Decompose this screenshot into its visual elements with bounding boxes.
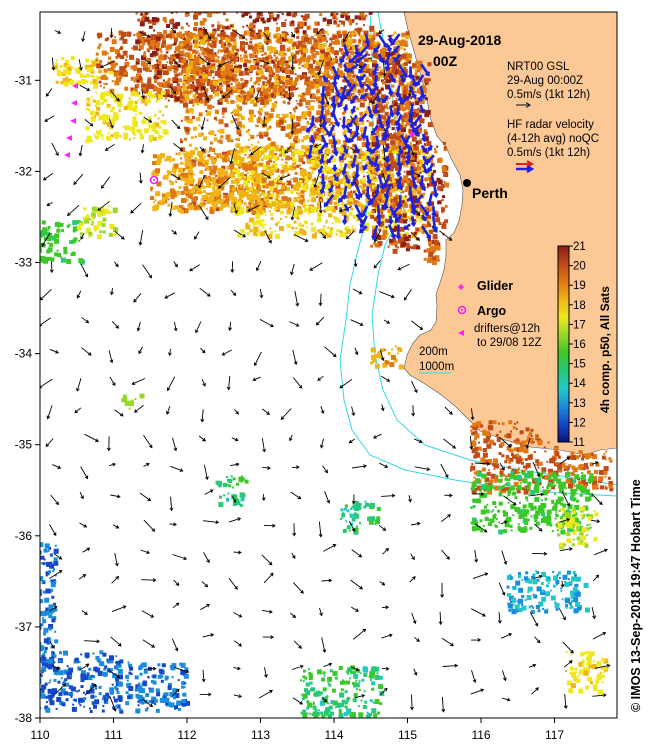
x-tick-label: 117 [545,728,564,742]
drifter-legend-line2: to 29/08 12Z [477,337,542,349]
y-tick-label: -32 [15,164,33,178]
y-tick-label: -33 [15,256,33,270]
y-tick-label: -34 [15,347,33,361]
isobath-1000-label: 1000m [419,361,454,373]
x-tick-label: 113 [251,728,270,742]
colorbar-tick-label: 17 [573,319,586,331]
argo-legend-label: Argo [477,304,507,318]
x-tick-label: 111 [104,728,123,742]
y-tick-label: -38 [15,711,33,725]
y-tick-label: -35 [15,438,33,452]
colorbar-tick-label: 19 [573,280,586,292]
x-tick-label: 115 [398,728,417,742]
glider-marker [409,131,415,137]
colorbar-tick-label: 11 [573,437,585,449]
gsl-current-arrows [40,26,611,713]
radar-legend-line3: 0.5m/s (1kt 12h) [507,147,590,159]
colorbar-tick-label: 16 [573,339,586,351]
drifter-legend-line1: drifters@12h [474,323,540,335]
glider-legend-label: Glider [477,279,513,293]
map-legend: NRT00 GSL 29-Aug 00:00Z 0.5m/s (1kt 12h)… [419,61,599,374]
colorbar-tick-label: 15 [573,359,586,371]
colorbar-tick-label: 21 [573,241,586,253]
colorbar-tick-label: 12 [573,417,586,429]
argo-legend-icon [457,305,467,315]
isobath-200-label: 200m [419,346,448,358]
radar-legend-arrow-blue [516,164,535,174]
radar-legend-line1: HF radar velocity [507,119,594,131]
y-tick-label: -37 [15,620,33,634]
gsl-legend-line3: 0.5m/s (1kt 12h) [507,89,590,101]
plot-frame [39,11,618,719]
gsl-legend-line2: 29-Aug 00:00Z [507,75,583,87]
colorbar-tick-label: 14 [573,378,586,390]
credit-text: © IMOS 13-Sep-2018 19:47 Hobart Time [629,479,643,712]
argo-marker [149,175,159,185]
colorbar-ticks: 21 20 19 18 17 16 15 14 13 12 11 [569,241,586,449]
date-label: 29-Aug-2018 [418,32,501,48]
drifter-markers [64,83,78,158]
y-tick-label: -36 [15,529,33,543]
y-axis: -31 -32 -33 -34 -35 -36 -37 -38 [15,73,40,725]
colorbar-label: 4h comp. p50, All Sats [598,286,612,413]
gsl-legend-arrow [516,102,531,108]
colorbar-tick-label: 13 [573,398,586,410]
radar-legend-line2: (4-12h avg) noQC [507,133,599,145]
perth-marker [463,179,471,187]
colorbar-tick-label: 20 [573,261,586,273]
x-tick-label: 114 [324,728,343,742]
gsl-legend-line1: NRT00 GSL [507,61,570,73]
x-axis: 110 111 112 113 114 115 116 117 [30,718,564,742]
colorbar-ramp [557,245,570,443]
x-tick-label: 116 [471,728,490,742]
colorbar: 21 20 19 18 17 16 15 14 13 12 11 4h comp. p50, All… [557,241,612,449]
hf-radar-arrows [305,33,439,241]
perth-label: Perth [472,185,508,201]
y-tick-label: -31 [15,73,33,87]
colorbar-tick-label: 18 [573,300,586,312]
time-label: 00Z [433,53,458,69]
x-tick-label: 110 [30,728,49,742]
glider-legend-icon [458,284,464,290]
x-tick-label: 112 [177,728,196,742]
drifter-legend-icon [458,330,464,336]
